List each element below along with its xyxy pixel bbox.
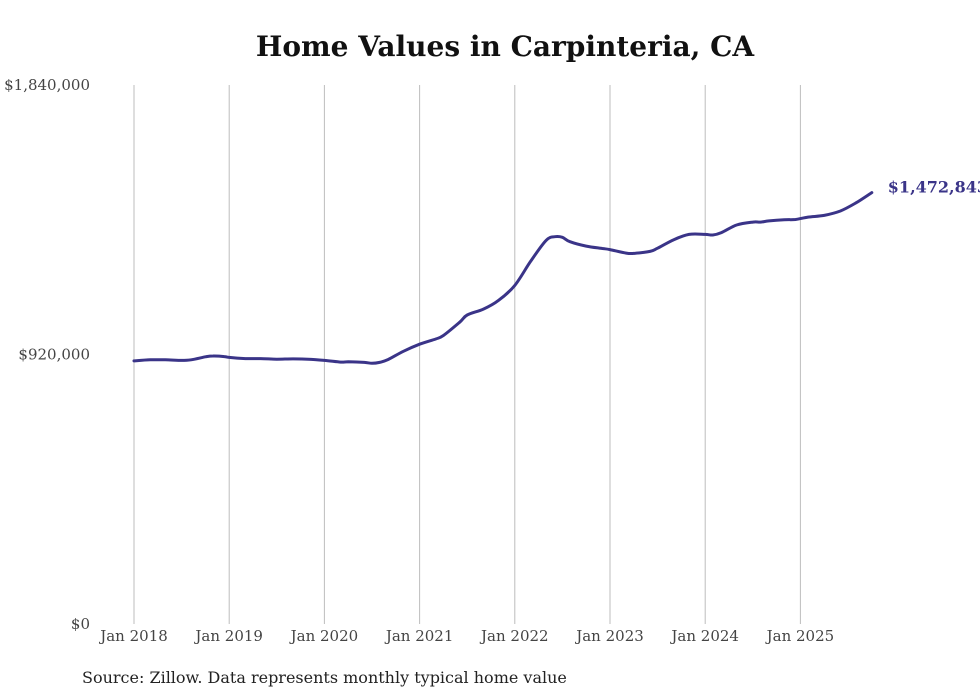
chart-title: Home Values in Carpinteria, CA xyxy=(255,30,755,63)
y-axis-ticks: $0 $920,000 $1,840,000 xyxy=(4,76,90,633)
source-note: Source: Zillow. Data represents monthly … xyxy=(82,668,567,687)
x-tick-label: Jan 2022 xyxy=(479,627,549,645)
end-value-label: $1,472,843 xyxy=(888,178,980,197)
x-tick-label: Jan 2023 xyxy=(574,627,644,645)
y-tick-label: $1,840,000 xyxy=(4,76,90,94)
x-tick-label: Jan 2018 xyxy=(98,627,168,645)
x-tick-label: Jan 2021 xyxy=(384,627,454,645)
x-axis-ticks: Jan 2018 Jan 2019 Jan 2020 Jan 2021 Jan 2022… xyxy=(98,627,834,645)
series-line-home-value xyxy=(132,191,874,365)
y-tick-label: $0 xyxy=(71,615,90,633)
x-tick-label: Jan 2019 xyxy=(193,627,263,645)
x-tick-label: Jan 2025 xyxy=(765,627,835,645)
gridlines xyxy=(133,85,801,624)
x-tick-label: Jan 2020 xyxy=(289,627,359,645)
x-tick-label: Jan 2024 xyxy=(669,627,739,645)
y-tick-label: $920,000 xyxy=(18,346,90,364)
